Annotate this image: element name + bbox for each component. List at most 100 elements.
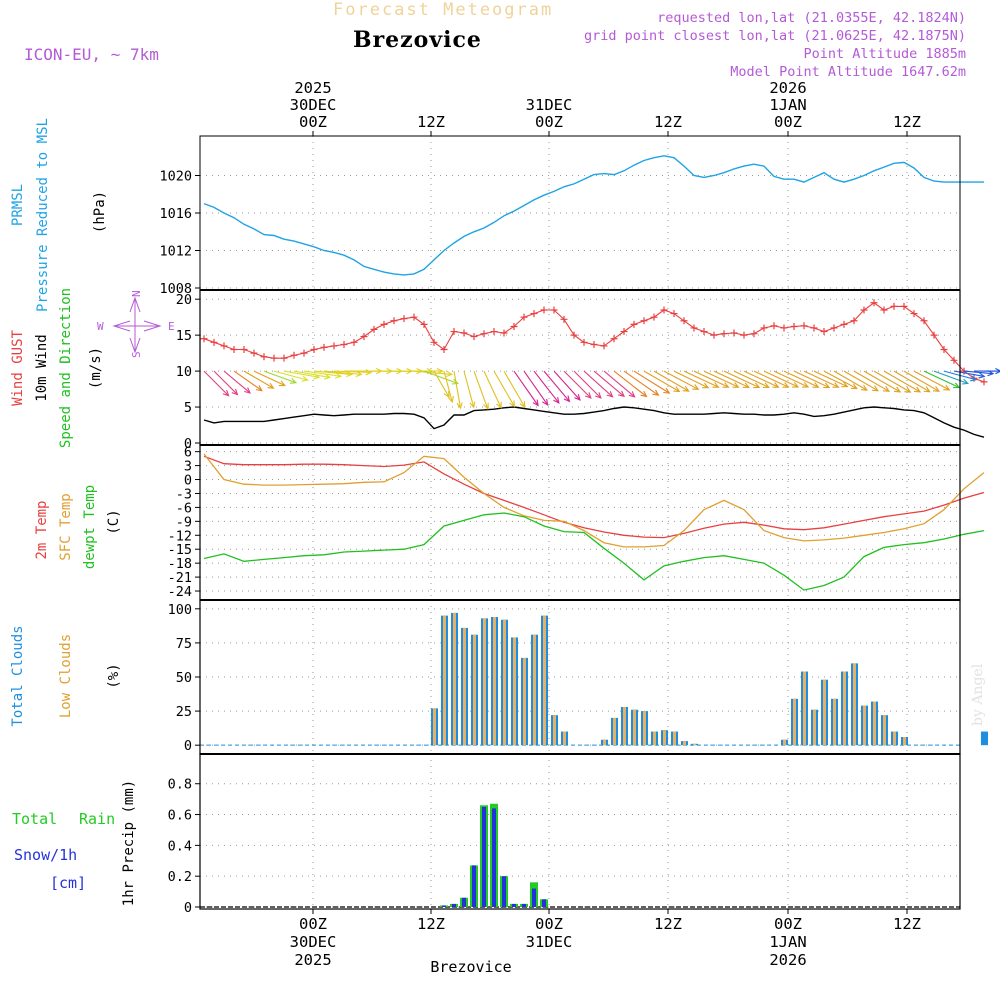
- y-tick-label: 15: [176, 328, 192, 344]
- gust-marker: [920, 317, 928, 325]
- wind-arrow-head: [628, 391, 636, 398]
- low-cloud-bar: [643, 711, 646, 746]
- wind-arrow-head: [289, 378, 298, 384]
- gust-marker: [220, 342, 228, 350]
- wind-arrow: [813, 370, 848, 388]
- wind-arrow-head: [618, 390, 625, 398]
- compass-north: N: [130, 290, 143, 297]
- y-tick-label: 0: [184, 900, 192, 916]
- gust-marker: [430, 338, 438, 346]
- gust-marker: [320, 343, 328, 351]
- gust-marker: [900, 302, 908, 310]
- wind-arrow: [243, 370, 274, 389]
- gust-marker: [830, 324, 838, 332]
- low-cloud-bar: [873, 701, 876, 746]
- gust-marker: [200, 335, 208, 343]
- wind-arrow: [673, 370, 709, 389]
- snow-label-1: Snow/1h: [14, 846, 77, 864]
- wind-arrow: [613, 370, 647, 397]
- y-tick-label: 5: [184, 400, 192, 416]
- wind-arrow-head: [961, 378, 970, 385]
- low-cloud-bar: [503, 619, 506, 746]
- wind-arrow: [603, 370, 635, 398]
- wind-arrow: [743, 370, 779, 388]
- wind-dir-label: Speed and Direction: [58, 288, 74, 448]
- pressure-line: [203, 155, 984, 276]
- wind-arrow: [203, 370, 229, 397]
- wind-arrow: [963, 370, 994, 375]
- wind-arrow-head: [712, 382, 720, 388]
- bottom-year-label: 2026: [769, 951, 806, 969]
- gust-marker: [720, 330, 728, 338]
- gust-marker: [750, 330, 758, 338]
- gust-marker: [210, 338, 218, 346]
- gust-marker: [680, 317, 688, 325]
- wind-arrow: [483, 370, 502, 408]
- wind-arrow-head: [606, 391, 614, 398]
- gust-marker: [360, 333, 368, 341]
- wind-arrow: [493, 370, 515, 407]
- gust-marker: [370, 325, 378, 333]
- low-cloud-bar: [883, 715, 886, 746]
- wind-arrow: [773, 370, 809, 388]
- top-hour-label: 12Z: [417, 113, 445, 131]
- top-date-label: 1JAN: [769, 96, 806, 114]
- wind-arrow: [663, 370, 699, 390]
- wind-arrow-head: [953, 382, 961, 389]
- gust-marker: [300, 349, 308, 357]
- gust-marker: [270, 354, 278, 362]
- wind-arrow-head: [782, 382, 790, 388]
- low-cloud-bar: [463, 627, 466, 746]
- bottom-hour-label: 12Z: [893, 915, 921, 933]
- wind-arrow: [823, 370, 858, 390]
- wind-arrow: [543, 370, 570, 402]
- gust-marker: [810, 324, 818, 332]
- low-cloud-bar: [823, 679, 826, 746]
- gust-marker: [790, 323, 798, 331]
- y-tick-label: 1020: [159, 169, 192, 185]
- low-cloud-bar: [813, 709, 816, 746]
- wind-arrow: [463, 370, 475, 408]
- wind-arrow: [643, 370, 680, 392]
- gust-marker: [930, 331, 938, 339]
- gust-marker: [690, 324, 698, 332]
- gust-marker: [560, 315, 568, 323]
- wind-arrow-head: [702, 382, 710, 389]
- top-date-label: 31DEC: [526, 96, 573, 114]
- wind-arrow: [533, 370, 560, 404]
- wind-arrow-head: [542, 398, 549, 406]
- snow-bar: [472, 865, 476, 907]
- gust-marker: [230, 346, 238, 354]
- gust-marker: [850, 317, 858, 325]
- gust-marker: [730, 329, 738, 337]
- gust-marker: [870, 299, 878, 307]
- low-cloud-bar: [633, 709, 636, 746]
- wind-label: 10m Wind: [34, 334, 50, 401]
- low-cloud-bar: [623, 707, 626, 746]
- model-altitude: Model Point Altitude 1647.62m: [730, 64, 966, 80]
- wind-arrow: [303, 370, 341, 377]
- y-tick-label: 50: [176, 670, 192, 686]
- wind-arrow-head: [753, 382, 761, 389]
- wind-arrow-head: [742, 382, 750, 388]
- wind-arrow-head: [574, 394, 581, 401]
- wind-arrow-head: [509, 400, 516, 408]
- wind-arrow-head: [663, 387, 671, 394]
- wind-arrow-head: [762, 382, 770, 388]
- gust-marker: [470, 333, 478, 341]
- wind-unit: (m/s): [88, 347, 104, 389]
- wind-arrow: [893, 370, 930, 393]
- wind-arrow-head: [995, 367, 1000, 375]
- wind-arrow-head: [792, 381, 800, 388]
- top-hour-label: 00Z: [299, 113, 327, 131]
- wind-arrow: [793, 370, 830, 388]
- low-cloud-bar: [693, 743, 696, 746]
- low-cloud-bar: [483, 618, 486, 746]
- gust-marker: [670, 310, 678, 318]
- gust-marker: [820, 328, 828, 336]
- gust-marker: [890, 302, 898, 310]
- wind-speed-line: [203, 406, 985, 438]
- gust-marker: [540, 306, 548, 314]
- y-tick-label: 1008: [159, 281, 192, 297]
- temp-line-0: [203, 455, 985, 539]
